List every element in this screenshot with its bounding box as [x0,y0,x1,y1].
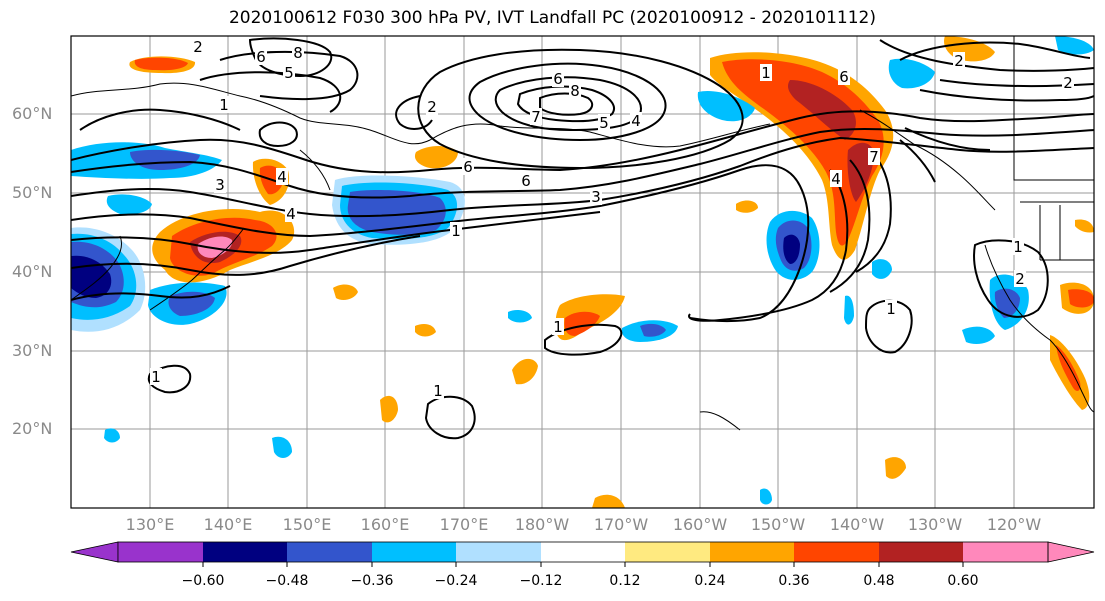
map-frame [70,35,1095,509]
lon-label-140e: 140°E [203,515,253,534]
svg-text:6: 6 [521,172,531,190]
svg-text:2: 2 [1015,270,1025,288]
lon-label-150w: 150°W [750,515,806,534]
lon-label-160w: 160°W [672,515,728,534]
svg-text:5: 5 [284,64,294,82]
svg-text:1: 1 [451,222,461,240]
map-title: 2020100612 F030 300 hPa PV, IVT Landfall… [228,8,876,28]
svg-text:3: 3 [215,176,225,194]
pv-contour-labels: 2 6 8 5 1 2 6 8 5 4 7 6 6 3 1 4 3 4 4 7 … [150,38,1074,400]
svg-text:4: 4 [277,168,287,186]
colorbar-tick-label: 0.48 [863,573,895,589]
lon-label-130w: 130°W [907,515,963,534]
lon-label-130e: 130°E [125,515,175,534]
svg-text:6: 6 [553,70,563,88]
colorbar-tick-label: −0.48 [265,573,309,589]
colorbar-extend-low [70,541,119,563]
svg-text:4: 4 [831,170,841,188]
svg-text:8: 8 [293,44,303,62]
lon-label-140w: 140°W [829,515,885,534]
svg-text:6: 6 [463,158,473,176]
colorbar-tick-label: −0.60 [181,573,225,589]
lon-label-170w: 170°W [593,515,649,534]
svg-text:4: 4 [286,205,296,223]
colorbar-tick-label: 0.24 [694,573,726,589]
svg-text:1: 1 [219,96,229,114]
lon-label-150e: 150°E [282,515,332,534]
svg-text:2: 2 [954,52,964,70]
svg-text:1: 1 [553,318,563,336]
svg-text:6: 6 [256,48,266,66]
svg-text:1: 1 [151,368,161,386]
colorbar-tick-label: −0.36 [350,573,394,589]
svg-text:3: 3 [591,188,601,206]
map-plot-area: 2 6 8 5 1 2 6 8 5 4 7 6 6 3 1 4 3 4 4 7 … [71,36,1094,508]
colorbar-tick-label: −0.12 [519,573,563,589]
colorbar [70,541,1095,567]
svg-text:1: 1 [1013,238,1023,256]
lat-label-30n: 30°N [12,341,53,360]
svg-text:7: 7 [869,148,879,166]
coastlines [71,36,1094,431]
svg-text:2: 2 [427,98,437,116]
lat-label-40n: 40°N [12,262,53,281]
lon-label-180w: 180°W [514,515,570,534]
lat-label-60n: 60°N [12,104,53,123]
lat-label-20n: 20°N [12,419,53,438]
lon-label-160e: 160°E [360,515,410,534]
pv-contours [71,37,1094,440]
svg-text:1: 1 [433,382,443,400]
svg-text:6: 6 [839,68,849,86]
svg-text:1: 1 [761,64,771,82]
colorbar-tick-label: −0.24 [434,573,478,589]
svg-text:5: 5 [599,114,609,132]
colorbar-extend-high [1047,541,1095,563]
colorbar-tick-label: 0.60 [947,573,979,589]
colorbar-tick-label: 0.36 [778,573,810,589]
svg-text:1: 1 [886,300,896,318]
colorbar-tick-label: 0.12 [609,573,641,589]
svg-text:2: 2 [193,38,203,56]
lat-label-50n: 50°N [12,183,53,202]
svg-text:2: 2 [1063,74,1073,92]
svg-text:7: 7 [531,108,541,126]
svg-text:8: 8 [570,82,580,100]
svg-text:4: 4 [631,112,641,130]
lon-label-170e: 170°E [439,515,489,534]
lon-label-120w: 120°W [986,515,1042,534]
